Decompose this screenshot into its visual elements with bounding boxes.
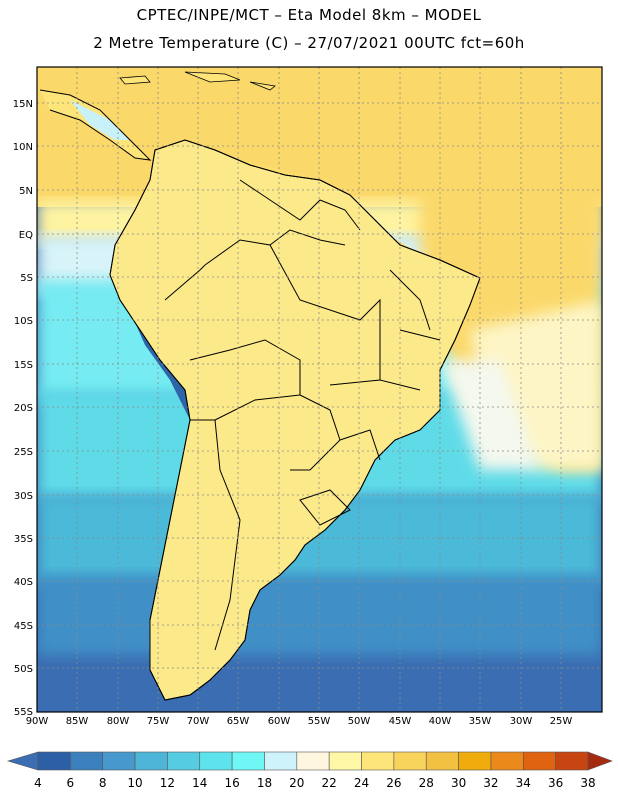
lat-label: 55S [14,707,33,718]
lon-label: 55W [308,716,331,727]
colorbar-level-label: 30 [451,776,466,790]
map-title-line2: 2 Metre Temperature (C) – 27/07/2021 00U… [93,34,525,52]
lat-label: 20S [14,403,33,414]
colorbar-swatch [393,751,427,771]
lat-label: 50S [14,664,33,675]
colorbar-level-label: 36 [548,776,563,790]
colorbar-level-label: 24 [354,776,369,790]
lat-label: 35S [14,534,33,545]
colorbar-level-label: 28 [419,776,434,790]
lat-label: EQ [19,230,33,241]
colorbar-swatch [231,751,265,771]
lat-label: 10S [14,316,33,327]
color-scale-legend: 4 6 8 10 12 14 16 18 20 22 24 26 28 30 32 34 36 38 [6,751,613,790]
colorbar-swatch [102,751,136,771]
colorbar-swatch [70,751,104,771]
colorbar-level-label: 16 [224,776,239,790]
colorbar-swatch [522,751,556,771]
lat-label: 10N [13,142,33,153]
colorbar-under-arrow [6,751,39,771]
colorbar-level-label: 38 [580,776,595,790]
colorbar-level-label: 32 [483,776,498,790]
colorbar-level-label: 26 [386,776,401,790]
lon-label: 70W [187,716,210,727]
map-title-line1: CPTEC/INPE/MCT – Eta Model 8km – MODEL [136,6,482,24]
longitude-labels: 90W 85W 80W 75W 70W 65W 60W 55W 50W 45W … [26,716,573,727]
lon-label: 25W [550,716,573,727]
colorbar-level-label: 18 [257,776,272,790]
colorbar-level-label: 4 [34,776,42,790]
colorbar-swatch [167,751,201,771]
coastlines-and-borders [39,89,481,701]
lat-label: 15S [14,360,33,371]
lat-label: 30S [14,491,33,502]
colorbar-level-label: 22 [322,776,337,790]
colorbar-over-arrow [587,751,613,771]
colorbar-level-label: 6 [67,776,75,790]
colorbar-level-label: 14 [192,776,207,790]
lon-label: 60W [268,716,291,727]
colorbar-level-label: 12 [160,776,175,790]
colorbar-swatch [425,751,459,771]
lat-label: 5S [20,273,33,284]
lat-label: 25S [14,447,33,458]
lon-label: 75W [147,716,170,727]
colorbar-swatch [264,751,298,771]
colorbar-swatch [458,751,492,771]
lon-label: 85W [66,716,89,727]
colorbar-swatch [490,751,524,771]
colorbar-level-label: 8 [99,776,107,790]
lat-label: 5N [19,186,33,197]
latitude-labels: 15N 10N 5N EQ 5S 10S 15S 20S 25S 30S 35S… [13,99,33,718]
lon-label: 35W [469,716,492,727]
colorbar-swatch [361,751,395,771]
lat-label: 15N [13,99,33,110]
lon-label: 90W [26,716,49,727]
lon-label: 40W [429,716,452,727]
map-frame [36,66,603,713]
colorbar-level-label: 10 [127,776,142,790]
colorbar-swatch [328,751,362,771]
lon-label: 50W [348,716,371,727]
lon-label: 65W [227,716,250,727]
colorbar-level-label: 20 [289,776,304,790]
lon-label: 80W [107,716,130,727]
colorbar-level-label: 34 [516,776,531,790]
colorbar-swatch [555,751,589,771]
lon-label: 45W [389,716,412,727]
colorbar-swatch [37,751,71,771]
lat-label: 45S [14,621,33,632]
colorbar-swatch [296,751,330,771]
colorbar-swatch [134,751,168,771]
lon-label: 30W [510,716,533,727]
lat-label: 40S [14,577,33,588]
lat-lon-grid [37,67,602,712]
colorbar-swatch [199,751,233,771]
